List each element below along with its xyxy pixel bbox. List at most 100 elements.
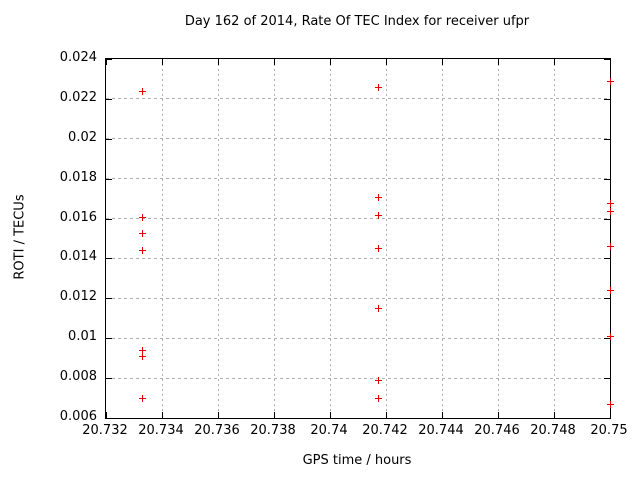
vertical-gridline xyxy=(217,59,219,418)
x-tick-mark xyxy=(442,412,443,418)
y-tick-mark xyxy=(604,59,610,60)
data-point-marker xyxy=(374,211,382,219)
data-point-marker xyxy=(607,207,614,215)
y-tick-label: 0.014 xyxy=(59,249,97,265)
y-tick-label: 0.012 xyxy=(59,289,97,305)
x-tick-label: 20.736 xyxy=(194,423,240,438)
horizontal-gridline xyxy=(106,297,610,299)
y-tick-mark xyxy=(604,218,610,220)
y-tick-mark xyxy=(106,298,112,300)
y-tick-mark xyxy=(604,258,610,260)
data-point-marker xyxy=(607,77,614,85)
data-point-marker xyxy=(374,245,382,253)
x-tick-label: 20.734 xyxy=(138,423,184,438)
data-point-marker xyxy=(374,395,382,403)
x-tick-mark xyxy=(554,412,555,418)
y-tick-mark xyxy=(604,418,610,419)
y-tick-mark xyxy=(604,138,610,140)
vertical-gridline xyxy=(497,59,499,418)
y-tick-mark xyxy=(106,178,112,180)
x-tick-mark xyxy=(218,412,219,418)
horizontal-gridline xyxy=(106,257,610,259)
horizontal-gridline xyxy=(106,98,610,100)
data-point-marker xyxy=(139,229,147,237)
y-tick-label: 0.02 xyxy=(68,129,97,145)
vertical-gridline xyxy=(161,59,163,418)
y-tick-mark xyxy=(106,98,112,100)
x-tick-mark xyxy=(106,412,107,418)
vertical-gridline xyxy=(329,59,331,418)
x-tick-label: 20.742 xyxy=(362,423,408,438)
x-tick-mark xyxy=(386,412,387,418)
horizontal-gridline xyxy=(106,218,610,220)
y-tick-mark xyxy=(106,138,112,140)
x-tick-mark xyxy=(330,412,331,418)
x-tick-label: 20.746 xyxy=(474,423,520,438)
x-tick-mark xyxy=(610,412,611,418)
x-tick-label: 20.75 xyxy=(590,423,628,438)
data-point-marker xyxy=(139,353,147,361)
y-tick-label: 0.008 xyxy=(59,369,97,385)
y-tick-mark xyxy=(106,338,112,340)
x-tick-label: 20.732 xyxy=(82,423,128,438)
vertical-gridline xyxy=(441,59,443,418)
y-tick-mark xyxy=(604,298,610,300)
x-tick-mark xyxy=(162,412,163,418)
y-tick-label: 0.016 xyxy=(59,209,97,225)
y-tick-mark xyxy=(604,378,610,380)
x-tick-label: 20.748 xyxy=(530,423,576,438)
y-tick-mark xyxy=(604,178,610,180)
y-axis-title: ROTI / TECUs xyxy=(12,194,28,280)
x-tick-mark xyxy=(498,59,499,65)
data-point-marker xyxy=(139,347,147,355)
data-point-marker xyxy=(607,287,614,295)
horizontal-gridline xyxy=(106,377,610,379)
x-tick-mark xyxy=(610,59,611,65)
data-point-marker xyxy=(374,305,382,313)
horizontal-gridline xyxy=(106,337,610,339)
y-tick-mark xyxy=(106,218,112,220)
data-point-marker xyxy=(139,87,147,95)
x-tick-mark xyxy=(106,59,107,65)
y-tick-mark xyxy=(106,418,112,419)
x-tick-label: 20.74 xyxy=(310,423,348,438)
x-axis-title: GPS time / hours xyxy=(302,453,412,468)
x-tick-mark xyxy=(162,59,163,65)
y-tick-mark xyxy=(106,258,112,260)
data-point-marker xyxy=(607,199,614,207)
y-tick-mark xyxy=(106,378,112,380)
data-point-marker xyxy=(374,193,382,201)
horizontal-gridline xyxy=(106,138,610,140)
data-point-marker xyxy=(607,333,614,341)
data-point-marker xyxy=(139,247,147,255)
vertical-gridline xyxy=(385,59,387,418)
x-tick-mark xyxy=(498,412,499,418)
y-tick-label: 0.01 xyxy=(68,329,97,345)
plot-area xyxy=(105,58,614,419)
data-point-marker xyxy=(607,243,614,251)
chart-title: Day 162 of 2014, Rate Of TEC Index for r… xyxy=(184,14,530,29)
x-tick-mark xyxy=(330,59,331,65)
x-tick-label: 20.744 xyxy=(418,423,464,438)
y-tick-label: 0.006 xyxy=(59,409,97,424)
x-tick-mark xyxy=(218,59,219,65)
data-point-marker xyxy=(374,377,382,385)
x-tick-mark xyxy=(386,59,387,65)
x-tick-mark xyxy=(274,59,275,65)
data-point-marker xyxy=(139,213,147,221)
data-point-marker xyxy=(374,83,382,91)
y-tick-mark xyxy=(604,338,610,340)
vertical-gridline xyxy=(553,59,555,418)
y-tick-mark xyxy=(604,98,610,100)
x-tick-label: 20.738 xyxy=(250,423,296,438)
y-tick-label: 0.022 xyxy=(59,89,97,105)
vertical-gridline xyxy=(273,59,275,418)
x-tick-mark xyxy=(442,59,443,65)
y-tick-mark xyxy=(106,59,112,60)
x-tick-mark xyxy=(274,412,275,418)
horizontal-gridline xyxy=(106,178,610,180)
x-tick-mark xyxy=(554,59,555,65)
y-tick-label: 0.024 xyxy=(59,50,97,65)
data-point-marker xyxy=(607,401,614,409)
